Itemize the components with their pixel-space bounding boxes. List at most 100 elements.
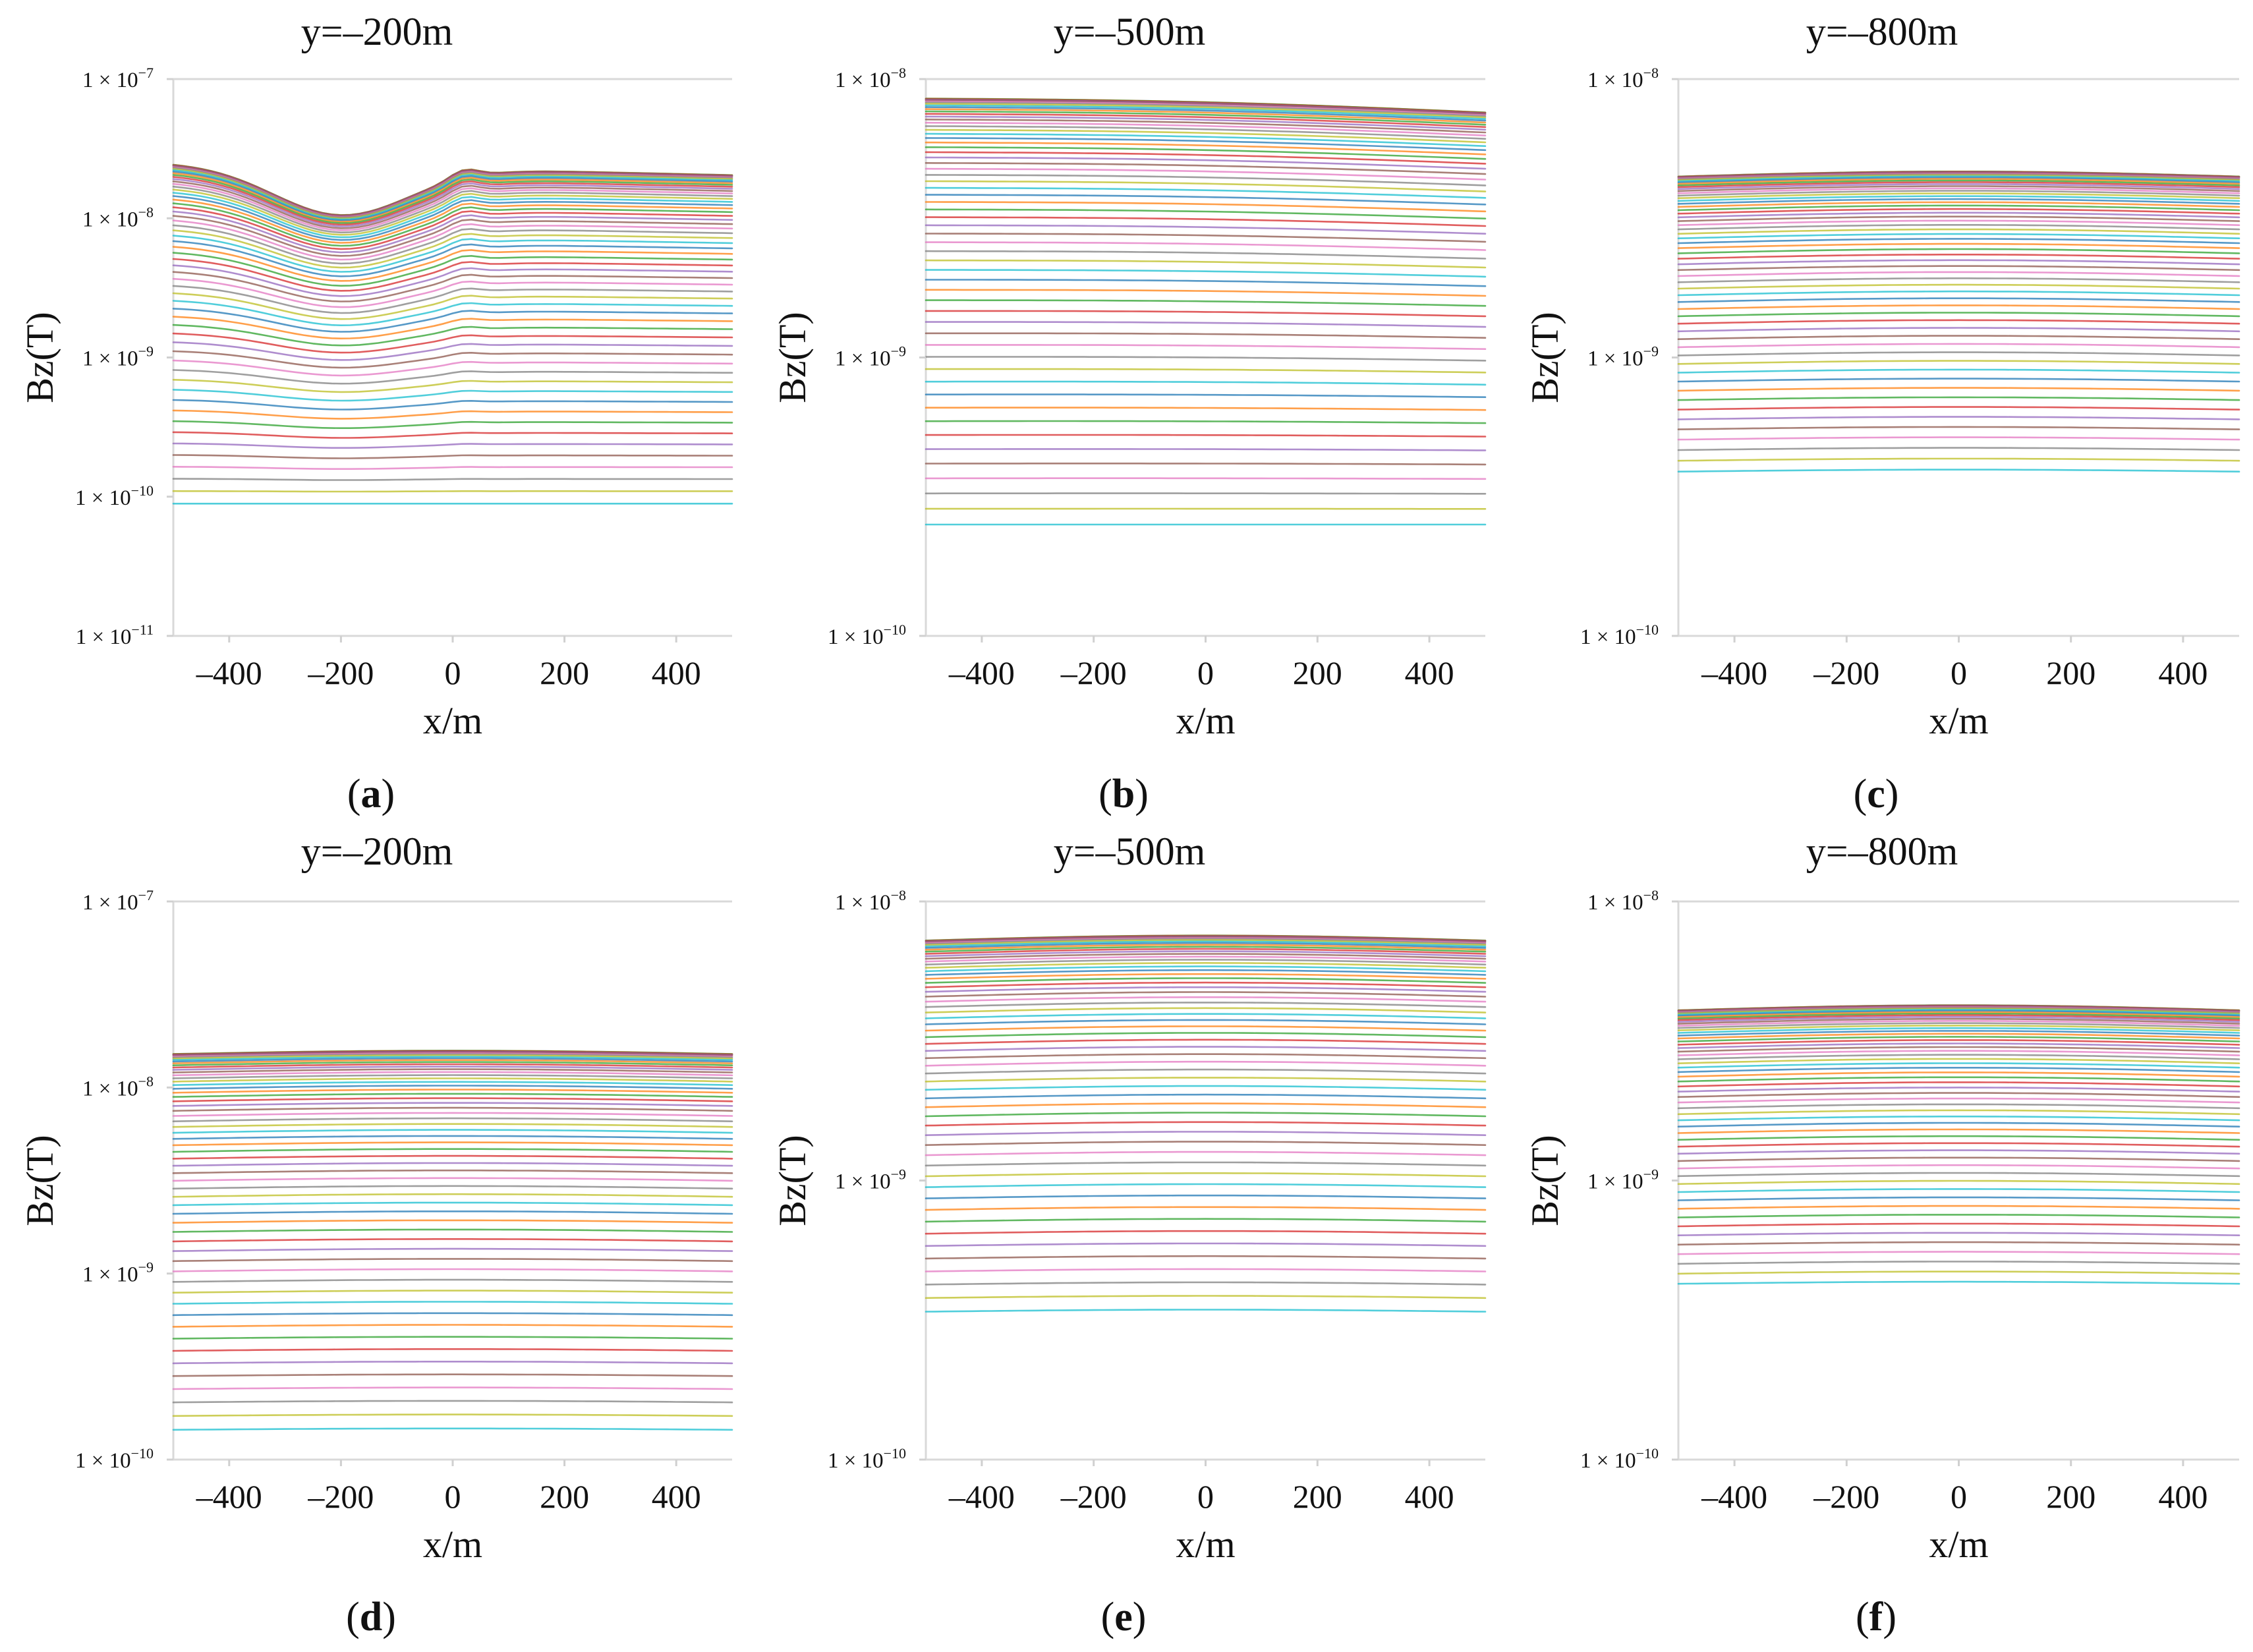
x-tick-label: 400 [1405,654,1454,691]
series-line [925,113,1487,128]
series-line [925,1060,1487,1067]
series-line [172,264,733,297]
series-line [172,1154,733,1160]
series-line [925,224,1487,235]
series-line [925,108,1487,124]
panel-label: (a) [347,772,395,816]
x-axis-label: x/m [1176,1523,1235,1566]
series-line [925,132,1487,147]
series-line [925,1093,1487,1100]
series-line [1677,1087,2240,1093]
series-line [925,946,1487,953]
series-line [172,206,733,250]
y-tick-label: 1 × 10−10 [75,1445,154,1473]
series-line [1677,1128,2240,1134]
panel-title: y=–500m [1054,10,1206,53]
series-line [1677,387,2240,392]
series-line [925,1121,1487,1127]
series-line [1677,1046,2240,1053]
series-line [1677,360,2240,365]
series-line [925,233,1487,243]
series-line [172,1063,733,1069]
series-line [925,1046,1487,1052]
series-line [172,1117,733,1122]
x-tick-label: 0 [1951,1478,1967,1515]
series-line [925,156,1487,170]
series-line [1677,1261,2240,1265]
series-line [925,942,1487,949]
x-axis-label: x/m [1176,699,1235,742]
y-tick-label: 1 × 10−10 [828,1445,906,1473]
series-line [1677,1050,2240,1056]
series-line [172,1112,733,1117]
series-line [925,1131,1487,1136]
panel-f: y=–800m 1 × 10−10 1 × 10−9 1 × 10−8 –400 –200… [1524,830,2240,1639]
x-axis-label: x/m [423,699,482,742]
series-line [925,940,1487,948]
series-group [925,934,1487,1313]
panel-c: y=–800m 1 × 10−10 1 × 10−9 1 × 10−8 –400 –200… [1524,10,2240,816]
series-group [172,163,733,505]
panel-label: (e) [1101,1595,1147,1639]
x-tick-label: 200 [540,1478,589,1515]
series-line [925,100,1487,116]
series-line [172,1177,733,1182]
series-line [172,169,733,221]
series-line [172,195,733,241]
series-line [1677,198,2240,205]
x-axis-label: x/m [1929,1523,1988,1566]
series-line [172,1085,733,1090]
series-line [1677,1116,2240,1122]
series-line [172,359,733,377]
series-line [925,106,1487,122]
series-line [1677,248,2240,254]
series-line [1677,219,2240,226]
series-line [172,174,733,224]
series-line [172,240,733,277]
series-line [925,953,1487,960]
series-line [1677,1205,2240,1210]
y-tick-label: 1 × 10−8 [1587,887,1659,915]
series-line [172,180,733,229]
x-tick-label: –200 [1060,1478,1127,1515]
series-line [172,292,733,320]
y-tick-label: 1 × 10−9 [82,1259,154,1287]
y-axis-label: Bz(T) [771,312,814,403]
x-tick-label: –200 [1813,1478,1879,1515]
series-line [172,300,733,326]
panel-b: y=–500m 1 × 10−10 1 × 10−9 1 × 10−8 –400 –200… [771,10,1487,816]
y-tick-label: 1 × 10−8 [82,1073,154,1100]
series-line [172,478,733,481]
x-tick-label: 400 [2158,654,2208,691]
series-line [925,991,1487,998]
y-axis-label: Bz(T) [1524,1135,1566,1226]
series-line [172,409,733,420]
series-line [172,442,733,449]
series-line [925,1077,1487,1083]
series-line [925,969,1487,976]
series-line [1677,201,2240,208]
series-line [172,1093,733,1098]
panel-a: y=–200m 1 × 10−11 1 × 10−10 1 × 10−9 1 × 10−… [18,10,733,816]
series-line [925,259,1487,269]
series-line [1677,204,2240,212]
series-line [925,250,1487,260]
series-line [172,1141,733,1147]
series-line [1677,426,2240,430]
series-line [172,229,733,269]
series-line [1677,1149,2240,1155]
series-line [172,1053,733,1059]
series-line [172,271,733,302]
y-axis-label: Bz(T) [771,1135,814,1226]
series-line [172,1361,733,1365]
series-line [925,101,1487,117]
series-line [172,178,733,227]
series-line [172,389,733,402]
x-tick-label: 0 [1951,654,1967,691]
series-line [172,1278,733,1283]
series-line [1677,469,2240,472]
series-group [925,98,1487,526]
series-line [172,1211,733,1215]
y-tick-label: 1 × 10−8 [835,65,906,92]
